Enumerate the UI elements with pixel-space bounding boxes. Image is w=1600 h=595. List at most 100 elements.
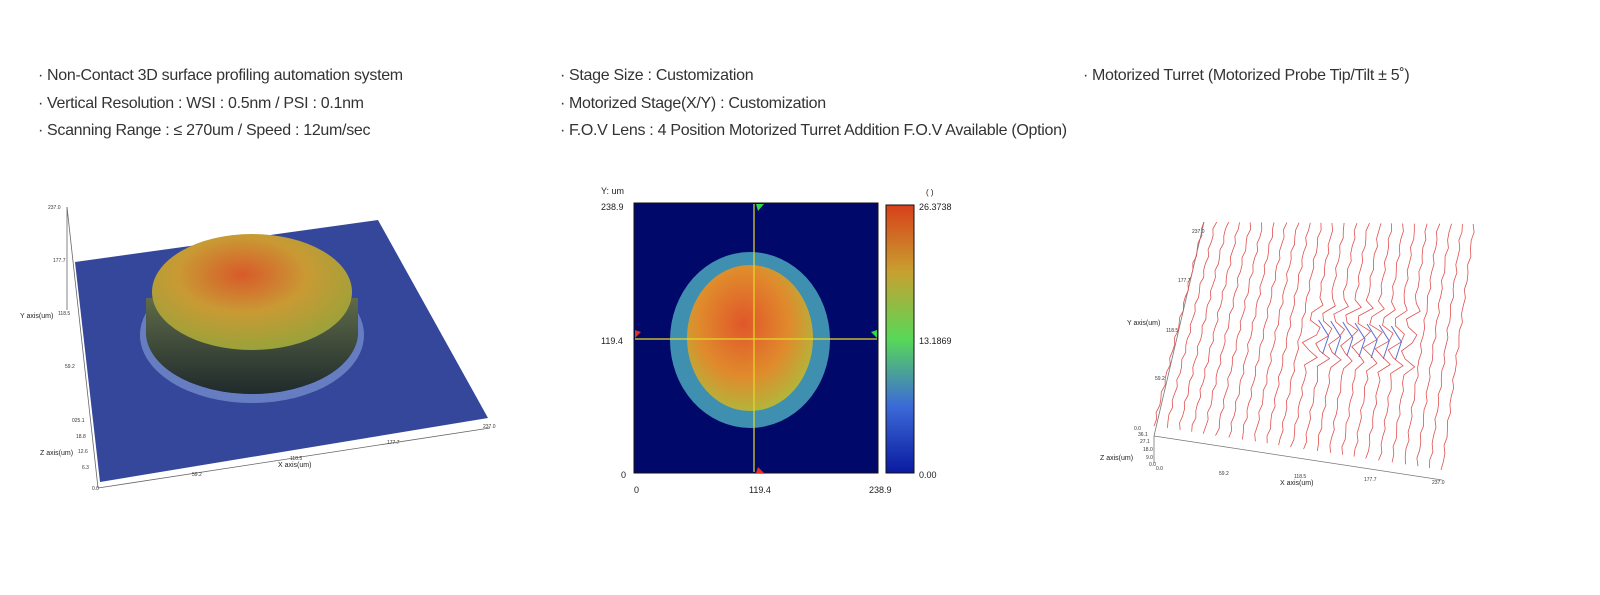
axis-labels: Y axis(um) Z axis(um) X axis(um) — [20, 313, 311, 469]
crosshair-markers — [635, 204, 877, 473]
spec-text: Stage Size : Customization — [569, 67, 754, 84]
x-tick: 238.9 — [869, 485, 892, 495]
trace-line — [1254, 222, 1300, 442]
dip-trace-line — [1390, 325, 1402, 361]
trace-line — [1391, 223, 1428, 463]
spec-item: · Vertical Resolution : WSI : 0.5nm / PSI… — [38, 90, 538, 118]
spec-text: Non-Contact 3D surface profiling automat… — [47, 67, 403, 84]
y-tick: 0 — [621, 470, 626, 480]
trace-line — [1429, 223, 1463, 469]
spec-text: Motorized Stage(X/Y) : Customization — [569, 94, 826, 112]
trace-line — [1202, 222, 1252, 434]
trace-line — [1303, 222, 1345, 450]
z-tick: 18.0 — [1143, 447, 1153, 453]
z-tick: 36.1 — [1138, 432, 1148, 438]
spec-item: · Stage Size : Customization — [560, 62, 1080, 90]
spec-item: · F.O.V Lens : 4 Position Motorized Turre… — [560, 117, 1080, 145]
z-tick: 18.8 — [76, 434, 86, 440]
y-tick: 59.2 — [65, 364, 75, 370]
x-tick: 177.7 — [387, 440, 400, 446]
x-ticks: 0 119.4 238.9 — [634, 485, 892, 495]
dip-trace-line — [1378, 324, 1390, 360]
trace-line — [1266, 222, 1311, 444]
bullet-icon: · — [560, 122, 566, 139]
spec-column-1: · Non-Contact 3D surface profiling automa… — [38, 62, 538, 145]
trace-line — [1440, 223, 1475, 471]
dip-trace-lines — [1318, 319, 1402, 361]
z-tick: 0.0 — [92, 486, 99, 492]
bullet-icon: · — [1083, 67, 1089, 84]
z-ticks: 36.1 27.1 18.0 9.0 0.0 — [1138, 432, 1156, 468]
z-ticks: 025.1 18.8 12.6 6.3 0.0 — [72, 418, 99, 492]
colorbar — [885, 204, 915, 474]
cylinder-top — [152, 234, 352, 350]
y-ticks: 237.0 177.7 118.5 59.2 — [48, 205, 75, 370]
x-axis-label: X axis(um) — [1280, 480, 1313, 487]
dip-trace-line — [1354, 322, 1366, 358]
x-tick: 118.5 — [290, 456, 302, 462]
inner-region — [687, 265, 813, 411]
bullet-icon: · — [38, 67, 44, 84]
spec-text: Motorized Turret (Motorized Probe Tip/Ti… — [1092, 67, 1410, 84]
z-axis-label: Z axis(um) — [40, 450, 73, 457]
dip-trace-line — [1318, 319, 1330, 355]
y-tick: 0.0 — [1134, 426, 1141, 432]
trace-line — [1242, 222, 1288, 440]
axis-labels: Y axis(um) Z axis(um) X axis(um) — [1100, 320, 1313, 487]
dip-trace-line — [1366, 323, 1378, 359]
x-tick: 59.2 — [1219, 471, 1229, 477]
trace-line — [1167, 221, 1218, 428]
trace-line — [1228, 222, 1275, 438]
colorbar-tick: 0.00 — [919, 470, 937, 480]
bullet-icon: · — [560, 94, 566, 112]
spec-item: · Non-Contact 3D surface profiling automa… — [38, 62, 538, 90]
bullet-icon: · — [560, 67, 566, 84]
z-tick: 0.0 — [1149, 462, 1156, 468]
trace-line — [1341, 223, 1382, 455]
z-axis-label: Z axis(um) — [1100, 455, 1133, 462]
axis-frame — [66, 206, 491, 489]
y-tick: 237.0 — [1192, 229, 1205, 235]
trace-line — [1353, 223, 1392, 457]
y-ticks: 238.9 119.4 0 — [601, 202, 626, 480]
trace-lines — [1153, 221, 1475, 471]
marker-right-icon — [871, 330, 877, 338]
marker-top-icon — [756, 204, 764, 211]
y-unit-label: Y: um — [601, 186, 624, 196]
trace-line — [1404, 223, 1441, 465]
trace-line — [1290, 222, 1334, 448]
trace-line — [1191, 222, 1240, 432]
trace-line — [1316, 222, 1358, 451]
colorbar-title: ( ) — [926, 188, 934, 197]
z-tick: 12.6 — [78, 449, 88, 455]
y-tick: 118.5 — [58, 311, 70, 317]
spec-column-2: · Stage Size : Customization · Motorized S… — [560, 62, 1080, 145]
y-axis-label: Y axis(um) — [20, 313, 53, 320]
z-tick: 025.1 — [72, 418, 85, 424]
line-profile-3d-figure: Y axis(um) Z axis(um) X axis(um) 237.0 1… — [1100, 221, 1475, 487]
trace-line — [1179, 222, 1229, 430]
y-tick: 177.7 — [1178, 278, 1191, 284]
x-tick: 237.0 — [483, 424, 496, 430]
x-tick: 119.4 — [749, 485, 771, 495]
spec-text: Vertical Resolution : WSI : 0.5nm / PSI … — [47, 94, 364, 112]
colorbar-tick: 13.1869 — [919, 336, 952, 346]
x-tick: 59.2 — [192, 472, 202, 478]
x-ticks: 0.0 59.2 118.5 177.7 237.0 — [1156, 466, 1445, 486]
marker-bottom-icon — [756, 467, 764, 473]
y-tick: 177.7 — [53, 258, 66, 264]
x-tick: 118.5 — [1294, 474, 1306, 480]
marker-left-icon — [635, 330, 641, 338]
dip-trace-line — [1342, 321, 1354, 357]
y-tick: 118.5 — [1166, 328, 1178, 334]
x-tick: 0.0 — [1156, 466, 1163, 472]
spec-item: · Motorized Stage(X/Y) : Customization — [560, 90, 1080, 118]
x-tick: 0 — [634, 485, 639, 495]
spec-text: F.O.V Lens : 4 Position Motorized Turret… — [569, 122, 1067, 139]
y-tick: 59.2 — [1155, 376, 1165, 382]
spec-item: · Scanning Range : ≤ 270um / Speed : 12um… — [38, 117, 538, 145]
x-ticks: 59.2 118.5 177.7 237.0 — [192, 424, 496, 478]
y-tick: 119.4 — [601, 336, 623, 346]
y-tick: 237.0 — [48, 205, 61, 211]
colorbar-ticks: 26.3738 13.1869 0.00 — [919, 202, 952, 480]
